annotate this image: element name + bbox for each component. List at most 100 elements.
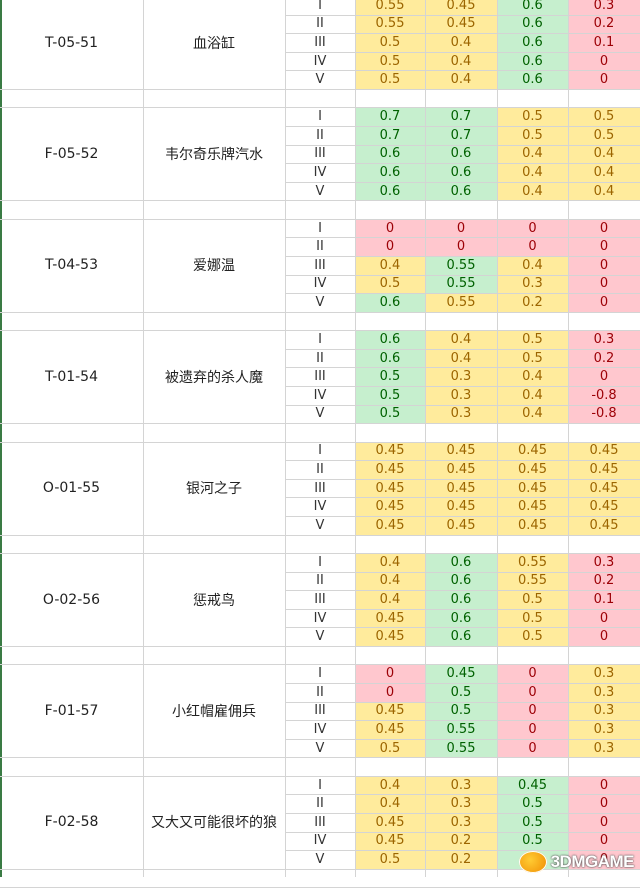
value-cell[interactable]: 0.45	[425, 14, 497, 34]
value-cell[interactable]: 0.3	[425, 775, 497, 795]
value-cell[interactable]: 0.5	[497, 590, 568, 609]
value-cell[interactable]: 0	[497, 701, 568, 721]
level-label[interactable]: I	[318, 109, 322, 125]
value-cell[interactable]: 0	[497, 720, 568, 739]
value-cell[interactable]: 0.2	[568, 14, 640, 34]
value-cell[interactable]: 0.45	[425, 441, 497, 461]
value-cell[interactable]: 0.6	[355, 330, 425, 349]
value-cell[interactable]: 0.45	[568, 478, 640, 498]
level-label[interactable]: I	[318, 443, 322, 459]
value-cell[interactable]: 0.45	[425, 460, 497, 479]
level-label[interactable]: I	[318, 777, 322, 793]
value-cell[interactable]: 0.55	[425, 738, 497, 758]
value-cell[interactable]: 0.45	[568, 441, 640, 461]
value-cell[interactable]: 0.2	[497, 293, 568, 312]
value-cell[interactable]: 0.4	[355, 590, 425, 609]
level-label[interactable]: IV	[313, 499, 327, 515]
value-cell[interactable]: 0	[568, 813, 640, 832]
value-cell[interactable]: 0.1	[568, 590, 640, 609]
value-cell[interactable]: 0.55	[355, 0, 425, 15]
value-cell[interactable]: 0.5	[497, 126, 568, 145]
value-cell[interactable]: 0.45	[497, 516, 568, 535]
level-label[interactable]: IV	[313, 53, 327, 69]
level-label[interactable]: V	[315, 183, 325, 199]
level-label[interactable]: I	[318, 0, 322, 13]
value-cell[interactable]: 0.5	[355, 33, 425, 52]
value-cell[interactable]: 0.3	[425, 386, 497, 405]
value-cell[interactable]: 0	[568, 218, 640, 238]
value-cell[interactable]: 0.5	[568, 107, 640, 126]
value-cell[interactable]: 0	[568, 794, 640, 813]
value-cell[interactable]: 0.5	[497, 107, 568, 126]
value-cell[interactable]: 0.3	[568, 330, 640, 349]
value-cell[interactable]: 0.5	[497, 330, 568, 349]
level-label[interactable]: V	[315, 629, 325, 645]
value-cell[interactable]: 0.4	[425, 348, 497, 368]
level-label[interactable]: II	[316, 573, 324, 589]
value-cell[interactable]: 0.5	[355, 404, 425, 424]
value-cell[interactable]: 0.5	[497, 813, 568, 832]
value-cell[interactable]: 0	[355, 218, 425, 238]
abnormality-code[interactable]: F-02-58	[44, 814, 99, 831]
level-label[interactable]: II	[316, 350, 324, 366]
value-cell[interactable]: 0.55	[425, 720, 497, 739]
level-label[interactable]: V	[315, 294, 325, 310]
value-cell[interactable]: 0.5	[497, 627, 568, 646]
value-cell[interactable]: 0	[425, 218, 497, 238]
value-cell[interactable]: 0.3	[568, 701, 640, 721]
value-cell[interactable]: 0.5	[355, 386, 425, 405]
level-label[interactable]: IV	[313, 276, 327, 292]
value-cell[interactable]: 0	[568, 367, 640, 386]
value-cell[interactable]: 0.4	[425, 330, 497, 349]
value-cell[interactable]: 0.45	[425, 516, 497, 535]
value-cell[interactable]: 0.5	[425, 701, 497, 721]
value-cell[interactable]: 0.5	[355, 850, 425, 869]
level-label[interactable]: II	[316, 16, 324, 32]
value-cell[interactable]: 0.3	[568, 664, 640, 683]
level-label[interactable]: II	[316, 461, 324, 477]
value-cell[interactable]: 0.45	[497, 441, 568, 461]
value-cell[interactable]: 0	[568, 775, 640, 795]
level-label[interactable]: I	[318, 220, 322, 236]
value-cell[interactable]: 0.6	[497, 70, 568, 89]
level-label[interactable]: III	[314, 480, 326, 496]
value-cell[interactable]: 0.45	[355, 478, 425, 498]
value-cell[interactable]: 0.5	[568, 126, 640, 145]
level-label[interactable]: III	[314, 814, 326, 830]
value-cell[interactable]: 0.6	[355, 144, 425, 164]
value-cell[interactable]: 0.45	[355, 441, 425, 461]
value-cell[interactable]: 0.5	[497, 831, 568, 851]
level-label[interactable]: IV	[313, 833, 327, 849]
value-cell[interactable]: 0.4	[497, 144, 568, 164]
value-cell[interactable]: 0	[568, 850, 640, 869]
value-cell[interactable]: 0.45	[355, 813, 425, 832]
value-cell[interactable]: 0.2	[425, 831, 497, 851]
abnormality-code[interactable]: O-02-56	[42, 591, 101, 608]
value-cell[interactable]: 0.4	[568, 181, 640, 201]
value-cell[interactable]: 0.3	[425, 367, 497, 386]
value-cell[interactable]: 0	[497, 237, 568, 256]
level-label[interactable]: IV	[313, 164, 327, 180]
abnormality-name[interactable]: 韦尔奇乐牌汽水	[165, 146, 263, 163]
value-cell[interactable]: 0	[568, 608, 640, 628]
value-cell[interactable]: 0.55	[425, 293, 497, 312]
value-cell[interactable]: 0.45	[425, 478, 497, 498]
value-cell[interactable]: 0.4	[355, 775, 425, 795]
value-cell[interactable]: 0.3	[568, 683, 640, 702]
value-cell[interactable]: 0.45	[355, 497, 425, 516]
value-cell[interactable]: 0.45	[355, 720, 425, 739]
value-cell[interactable]: 0.45	[497, 478, 568, 498]
value-cell[interactable]: 0.3	[425, 404, 497, 424]
value-cell[interactable]: 0.5	[425, 683, 497, 702]
level-label[interactable]: III	[314, 703, 326, 719]
abnormality-name[interactable]: 被遗弃的杀人魔	[165, 369, 263, 386]
level-label[interactable]: I	[318, 666, 322, 682]
value-cell[interactable]: 0.3	[497, 274, 568, 294]
value-cell[interactable]: 0.2	[425, 850, 497, 869]
value-cell[interactable]: 0.45	[355, 701, 425, 721]
value-cell[interactable]: 0.6	[355, 293, 425, 312]
value-cell[interactable]: 0.4	[497, 404, 568, 424]
value-cell[interactable]: 0.4	[497, 367, 568, 386]
value-cell[interactable]: 0.3	[568, 553, 640, 572]
level-label[interactable]: V	[315, 72, 325, 88]
